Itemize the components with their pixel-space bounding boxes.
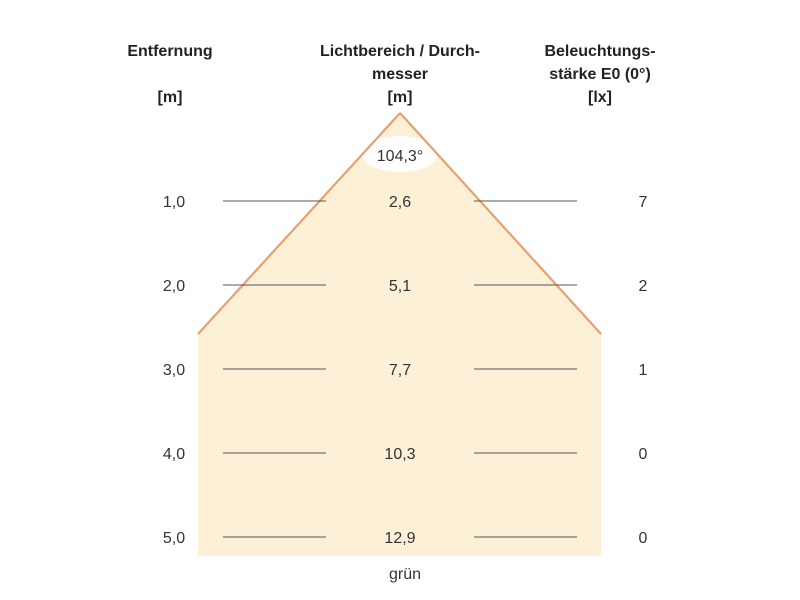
- illuminance-value: 0: [639, 530, 648, 547]
- header-illuminance-title: Beleuchtungs-: [544, 43, 656, 60]
- distance-row: 2,0 5,1 2: [163, 278, 648, 295]
- distance-row: 3,0 7,7 1: [163, 362, 648, 379]
- header-light-area-title-2: messer: [371, 66, 429, 83]
- illuminance-value: 7: [639, 194, 648, 211]
- distance-value: 4,0: [163, 446, 185, 463]
- header-light-area-title: Lichtbereich / Durch-: [319, 43, 481, 60]
- diameter-value: 10,3: [384, 446, 415, 463]
- distance-rows: 1,0 2,6 7 2,0 5,1 2 3,0 7,7 1 4,0 10,3 0 5,0 12,9 0: [163, 194, 648, 547]
- header-illuminance-title-2: stärke E0 (0°): [549, 66, 651, 83]
- illuminance-value: 1: [639, 362, 648, 379]
- distance-row: 1,0 2,6 7: [163, 194, 648, 211]
- header-light-area: Lichtbereich / Durch- messer [m]: [300, 40, 500, 109]
- light-cone-area: [198, 113, 601, 556]
- distance-value: 1,0: [163, 194, 185, 211]
- distance-value: 2,0: [163, 278, 185, 295]
- light-cone-right-edge: [399, 112, 602, 335]
- distance-value: 5,0: [163, 530, 185, 547]
- light-cone-left-edge: [197, 112, 401, 335]
- header-light-area-unit: [m]: [387, 89, 413, 106]
- distance-value: 3,0: [163, 362, 185, 379]
- diameter-value: 7,7: [389, 362, 411, 379]
- beam-angle-label: 104,3°: [377, 148, 423, 165]
- header-distance-title: Entfernung: [127, 43, 213, 60]
- distance-row: 4,0 10,3 0: [163, 446, 648, 463]
- diameter-value: 2,6: [389, 194, 411, 211]
- header-illuminance-unit: [lx]: [588, 89, 612, 106]
- color-label: grün: [389, 566, 421, 583]
- diameter-value: 12,9: [384, 530, 415, 547]
- illuminance-value: 2: [639, 278, 648, 295]
- header-illuminance: Beleuchtungs- stärke E0 (0°) [lx]: [525, 40, 675, 109]
- header-distance: Entfernung [m]: [110, 40, 230, 109]
- distance-row: 5,0 12,9 0: [163, 530, 648, 547]
- header-distance-unit: [m]: [157, 89, 183, 106]
- diameter-value: 5,1: [389, 278, 411, 295]
- beam-angle-label-background: [362, 136, 438, 172]
- illuminance-value: 0: [639, 446, 648, 463]
